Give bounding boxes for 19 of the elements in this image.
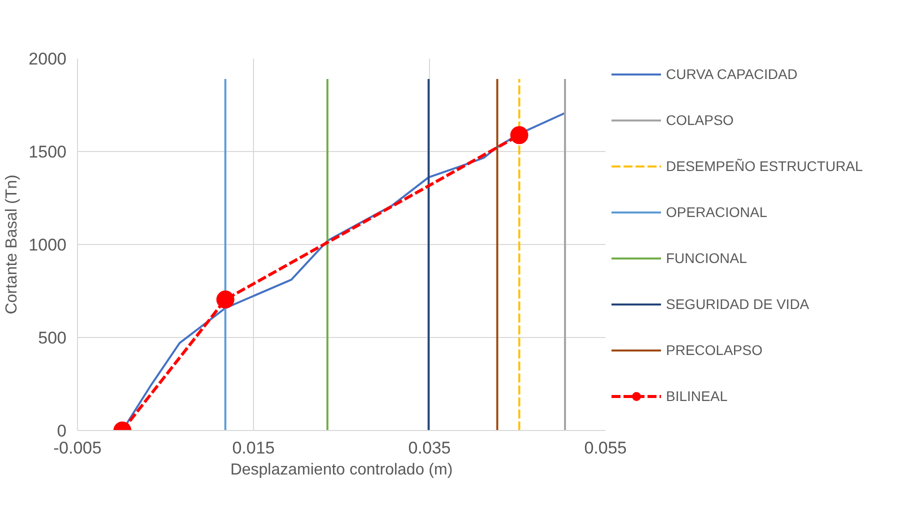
legend-label: OPERACIONAL bbox=[666, 204, 768, 220]
legend-label: PRECOLAPSO bbox=[666, 342, 762, 358]
legend-label: CURVA CAPACIDAD bbox=[666, 66, 798, 82]
legend-label: FUNCIONAL bbox=[666, 250, 747, 266]
x-tick-label: -0.005 bbox=[53, 438, 102, 458]
y-tick-label: 500 bbox=[38, 328, 67, 348]
y-tick-label: 1500 bbox=[28, 142, 67, 162]
y-axis-title: Cortante Basal (Tn) bbox=[4, 174, 21, 314]
y-tick-label: 1000 bbox=[28, 236, 67, 254]
x-tick-label: 0.055 bbox=[584, 438, 627, 458]
legend-label: BILINEAL bbox=[666, 388, 728, 404]
x-tick-label: 0.015 bbox=[232, 438, 275, 458]
x-axis-title: Desplazamiento controlado (m) bbox=[230, 462, 453, 478]
y-tick-label: 2000 bbox=[28, 50, 67, 68]
legend-label: DESEMPEÑO ESTRUCTURAL bbox=[666, 158, 863, 174]
y-tick-label: 0 bbox=[57, 422, 67, 440]
x-tick-label: 0.035 bbox=[408, 438, 451, 458]
legend-label: SEGURIDAD DE VIDA bbox=[666, 296, 810, 312]
legend-label: COLAPSO bbox=[666, 112, 734, 128]
